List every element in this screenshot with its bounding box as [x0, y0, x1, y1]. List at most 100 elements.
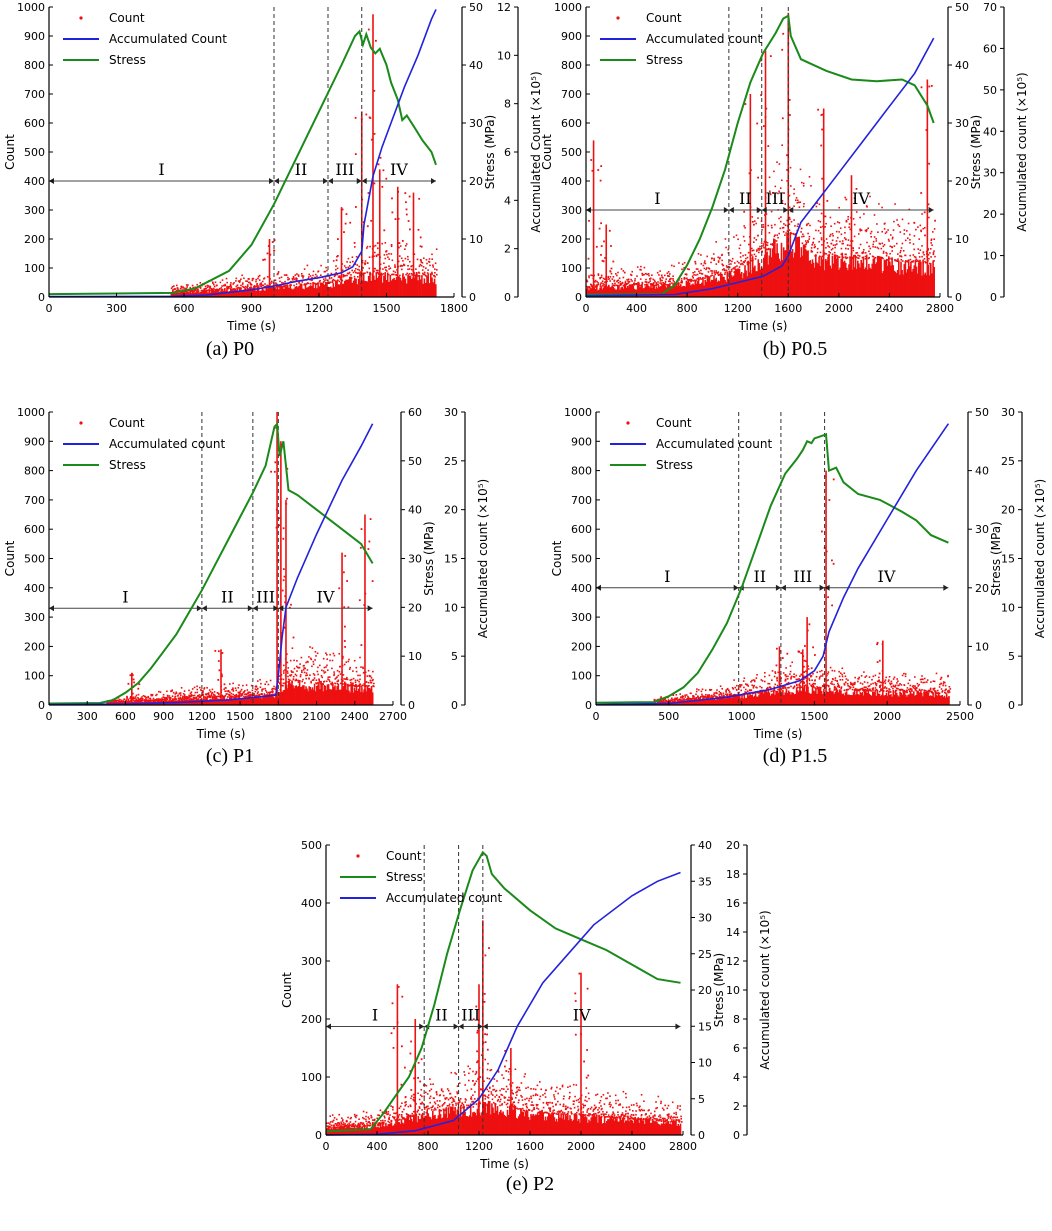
y3-tick-label: 60 — [983, 42, 997, 55]
count-point — [634, 280, 636, 282]
count-point — [716, 272, 718, 274]
count-point — [633, 284, 636, 286]
count-bar — [596, 285, 598, 297]
count-point — [653, 282, 655, 284]
count-point — [305, 283, 307, 285]
count-bar — [173, 293, 175, 297]
count-point — [899, 683, 901, 685]
count-point — [420, 261, 423, 263]
count-point — [214, 281, 217, 284]
count-point — [781, 201, 783, 204]
count-point — [782, 231, 785, 233]
count-point — [348, 658, 350, 661]
count-point — [171, 286, 174, 288]
count-point — [401, 268, 403, 271]
count-point — [618, 285, 620, 287]
count-point — [913, 235, 916, 237]
count-point — [753, 241, 755, 243]
count-point — [250, 286, 252, 288]
count-point — [760, 220, 763, 223]
count-point — [609, 280, 611, 282]
count-point — [700, 269, 702, 272]
count-point — [888, 240, 890, 242]
count-point — [237, 280, 240, 282]
count-bar — [365, 281, 367, 297]
count-point — [295, 283, 298, 285]
count-point — [166, 694, 169, 697]
count-point — [892, 678, 895, 680]
x-tick-label: 1200 — [724, 302, 752, 315]
count-point — [405, 243, 408, 245]
count-point — [399, 274, 401, 277]
count-bar — [326, 684, 329, 705]
count-bar — [816, 262, 818, 297]
count-point — [751, 684, 753, 687]
count-bar — [791, 692, 793, 705]
count-bar — [295, 685, 298, 705]
count-bar — [782, 689, 784, 705]
count-bar — [774, 239, 776, 297]
count-point — [722, 264, 724, 267]
count-point — [335, 265, 337, 267]
count-point — [410, 272, 413, 275]
count-point — [202, 690, 204, 692]
count-point — [200, 695, 202, 698]
count-bar — [319, 689, 321, 705]
count-bar — [773, 238, 775, 297]
count-point — [839, 679, 842, 681]
count-point — [328, 679, 330, 681]
count-bar — [743, 693, 746, 705]
count-point — [232, 690, 235, 692]
count-point — [857, 680, 859, 683]
count-bar — [303, 685, 305, 705]
count-point — [762, 224, 765, 226]
count-bar — [760, 692, 763, 705]
count-bar — [259, 291, 261, 297]
count-point — [897, 223, 899, 226]
count-point — [884, 232, 887, 235]
count-point — [741, 262, 744, 265]
count-point — [770, 210, 773, 213]
count-bar — [892, 690, 895, 705]
count-point — [916, 682, 919, 685]
count-bar — [728, 694, 731, 705]
count-point — [938, 692, 941, 695]
count-point — [795, 199, 797, 201]
count-point — [343, 571, 345, 574]
count-bar — [300, 283, 303, 297]
count-point — [135, 694, 138, 697]
count-point — [351, 256, 354, 258]
y3-tick-label: 20 — [1001, 504, 1015, 517]
legend-count-marker — [79, 421, 83, 425]
count-bar — [638, 284, 640, 297]
count-point — [332, 1119, 335, 1122]
count-bar — [234, 696, 236, 705]
count-bar — [796, 237, 798, 297]
count-bar — [623, 285, 626, 297]
y-axis-label: Count — [3, 540, 17, 576]
count-point — [645, 283, 648, 286]
count-point — [183, 290, 186, 293]
arrow-head-right — [733, 584, 739, 591]
count-point — [309, 657, 312, 660]
count-point — [868, 676, 871, 678]
count-point — [237, 691, 240, 694]
count-bar — [254, 287, 256, 297]
count-point — [354, 246, 356, 248]
count-point — [206, 284, 209, 287]
count-point — [728, 691, 731, 693]
count-bar — [861, 692, 864, 705]
count-point — [825, 550, 828, 553]
count-point — [220, 673, 223, 676]
y3-tick-label: 0 — [1008, 699, 1015, 712]
arrow-head-left — [728, 207, 734, 213]
count-bar — [922, 259, 924, 297]
count-bar — [293, 688, 295, 705]
count-point — [212, 281, 214, 284]
count-bar — [285, 286, 288, 297]
count-point — [257, 285, 259, 287]
count-point — [293, 284, 295, 287]
count-point — [745, 691, 748, 694]
count-point — [336, 273, 339, 276]
